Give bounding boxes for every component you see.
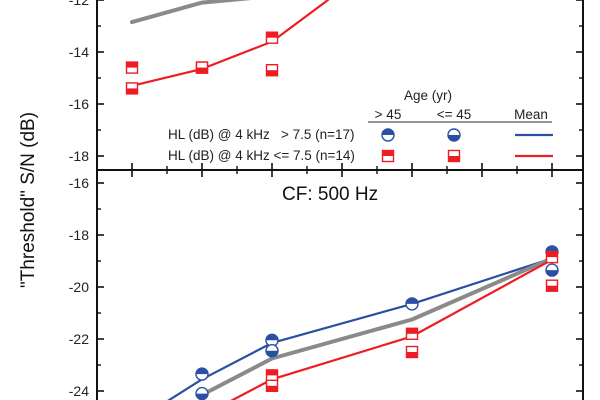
y-tick-label: -18 [69,148,89,164]
marker-half-circle-top-fill [196,368,208,375]
text-layer: "Threshold" S/N (dB) CF: 500 Hz [18,112,378,288]
marker-half-square-bottom-fill [196,67,208,74]
marker-half-circle-bottom-fill [266,350,278,357]
legend-col-mean: Mean [514,107,548,122]
marker-half-circle-top-fill [382,129,394,135]
marker-half-square-bottom-fill [406,352,418,358]
series-line-high-hl [167,257,554,400]
legend-row-low-hl-label: HL (dB) @ 4 kHz <= 7.5 (n=14) [168,148,355,163]
marker-half-square-bottom-fill [126,88,138,94]
marker-half-square-bottom-fill [266,70,278,76]
y-tick-label: -24 [69,383,89,399]
legend-col-age-le45: <= 45 [437,107,472,122]
marker-half-circle-bottom-fill [546,270,558,277]
y-tick-label: -20 [69,279,89,295]
data-point-low-hl-age-gt45 [265,31,279,44]
marker-half-circle-top-fill [266,334,278,341]
y-tick-label: -22 [69,331,89,347]
marker-half-circle-top-fill [546,245,558,252]
marker-half-square-top-fill [266,32,278,38]
marker-half-square-top-fill [382,150,394,156]
legend-col-age-gt45: > 45 [375,107,402,122]
marker-half-circle-top-fill [406,297,418,304]
marker-half-circle-bottom-fill [196,393,208,400]
data-point-low-hl-age-gt45 [545,250,559,264]
marker-half-square-bottom-fill [546,285,558,292]
y-tick-label: -18 [69,227,89,243]
data-point-low-hl-age-gt45 [125,61,139,74]
legend-symbol-low-hl-age-le45 [447,149,461,163]
data-point-low-hl-age-le45 [265,379,279,392]
y-tick-label: -16 [69,96,89,112]
series-line-low-hl [130,0,330,87]
panel-markers-lower [195,245,559,400]
marker-half-square-top-fill [266,369,278,376]
legend: Age (yr) > 45 <= 45 Mean HL (dB) @ 4 kHz… [168,88,553,163]
legend-row-high-hl-label: HL (dB) @ 4 kHz > 7.5 (n=17) [168,127,355,142]
data-point-low-hl-age-le45 [125,82,139,95]
panel-lines-lower [167,256,554,400]
y-tick-label: -14 [69,44,89,60]
data-point-high-hl-age-le45 [545,263,559,277]
series-line-grand-mean [200,256,554,397]
y-axis-label: "Threshold" S/N (dB) [18,112,39,288]
data-point-low-hl-age-le45 [195,61,209,74]
data-point-high-hl-age-gt45 [405,297,419,311]
panel-markers-upper [125,31,279,95]
data-point-low-hl-age-gt45 [405,327,419,340]
data-point-low-hl-age-le45 [265,63,279,77]
y-tick-label: -12 [69,0,89,8]
data-point-low-hl-age-le45 [545,279,559,292]
data-point-high-hl-age-le45 [195,386,209,400]
marker-half-square-top-fill [126,62,138,68]
marker-half-square-bottom-fill [448,156,460,162]
data-point-high-hl-age-le45 [265,344,279,358]
axes-layer: -12 -14 -16 -18 -16 -18 -20 -22 -24 [69,0,584,400]
y-tick-label: -16 [69,175,89,191]
legend-title: Age (yr) [404,88,452,103]
panel-title-lower: CF: 500 Hz [282,184,378,205]
panel-lines-upper [130,0,330,87]
series-line-low-hl [230,258,554,400]
data-point-low-hl-age-le45 [405,345,419,359]
marker-half-square-top-fill [546,251,558,258]
marker-layer [125,31,559,400]
legend-symbol-high-hl-age-le45 [447,128,461,142]
series-line-grand-mean [130,0,252,25]
marker-half-circle-bottom-fill [448,135,460,141]
data-point-low-hl-age-gt45 [265,369,279,382]
marker-half-square-bottom-fill [266,385,278,392]
legend-symbol-low-hl-age-gt45 [381,149,395,163]
marker-half-square-top-fill [406,328,418,334]
data-point-high-hl-age-gt45 [195,367,209,381]
legend-symbol-high-hl-age-gt45 [381,128,395,142]
data-point-high-hl-age-gt45 [265,333,279,347]
